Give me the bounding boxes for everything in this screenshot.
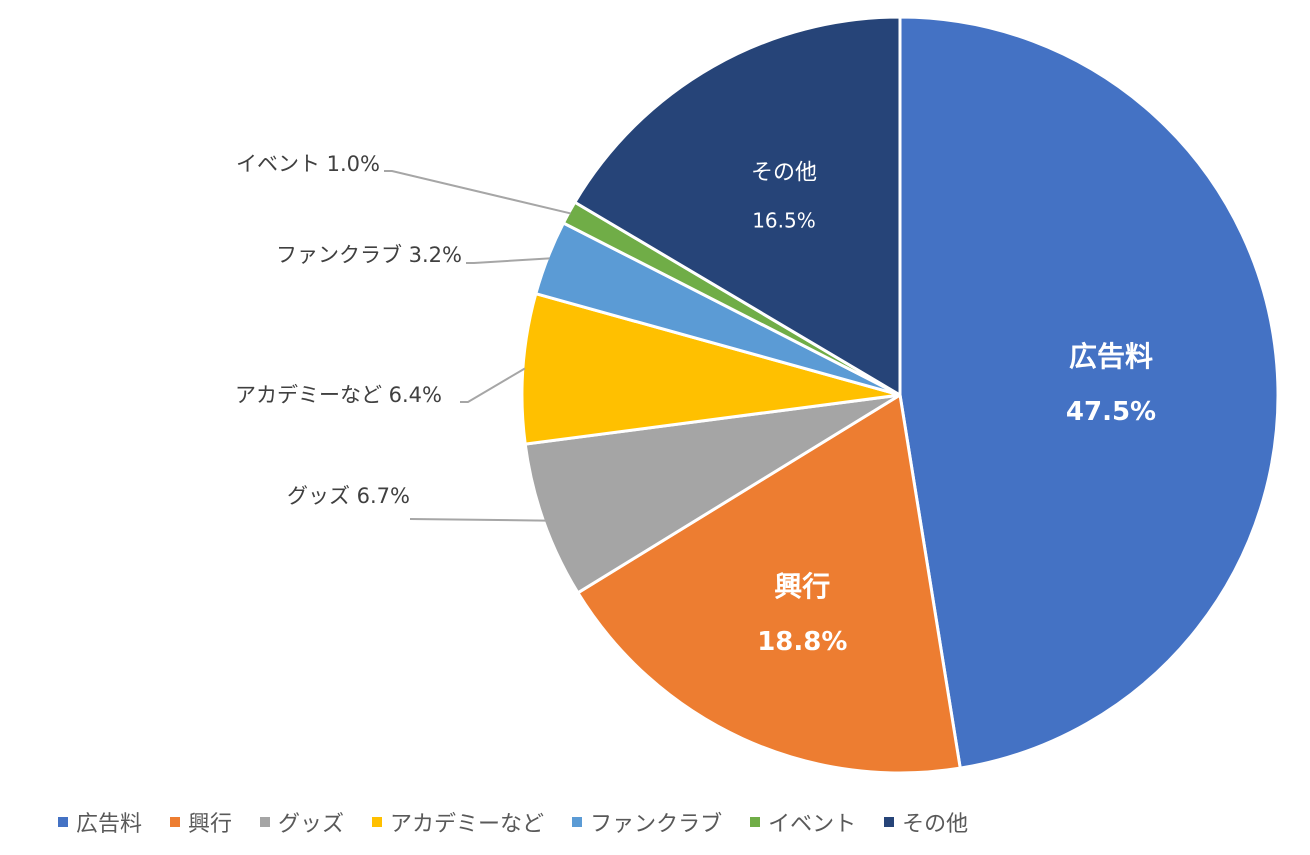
legend-label: その他 <box>902 812 969 837</box>
slice-広告料 <box>898 15 1280 770</box>
legend-item-ファンクラブ: ファンクラブ <box>572 806 722 838</box>
slice-興行 <box>575 392 962 775</box>
legend-label: イベント <box>768 812 857 837</box>
data-label-興行-value: 18.8% <box>757 627 847 657</box>
legend-item-広告料: 広告料 <box>58 806 142 838</box>
legend-swatch <box>750 817 761 827</box>
data-label-その他-name: その他 <box>751 160 817 185</box>
legend-item-イベント: イベント <box>750 806 856 838</box>
legend-item-その他: その他 <box>884 806 968 838</box>
data-label-広告料-value: 47.5% <box>1066 397 1156 427</box>
legend-swatch <box>572 817 583 827</box>
legend-label: ファンクラブ <box>590 812 723 837</box>
leader-line-ファンクラブ <box>466 257 550 264</box>
legend-swatch <box>884 817 895 827</box>
legend-swatch <box>260 817 271 827</box>
leader-line-グッズ <box>409 518 546 522</box>
legend-swatch <box>170 817 181 827</box>
legend-swatch <box>372 817 383 827</box>
legend-item-興行: 興行 <box>170 806 232 838</box>
data-labels: 広告料 47.5% 興行 18.8% グッズ 6.7% アカデミーなど 6.4% ファンクラ… <box>235 152 1156 657</box>
legend-swatch <box>58 817 68 827</box>
data-label-興行-name: 興行 <box>774 570 830 603</box>
legend-item-アカデミーなど: アカデミーなど <box>372 806 544 838</box>
slice-その他 <box>572 15 902 398</box>
legend-label: アカデミーなど <box>390 812 545 837</box>
leader-line-アカデミーなど <box>460 367 526 403</box>
data-label-アカデミーなど: アカデミーなど 6.4% <box>235 383 442 407</box>
legend-label: 興行 <box>188 812 233 837</box>
data-label-ファンクラブ: ファンクラブ 3.2% <box>276 243 462 267</box>
data-label-イベント: イベント 1.0% <box>236 152 380 176</box>
legend-label: 広告料 <box>76 812 143 837</box>
data-label-その他-value: 16.5% <box>752 208 816 232</box>
legend-label: グッズ <box>278 812 345 837</box>
data-label-広告料-name: 広告料 <box>1069 340 1153 373</box>
pie-slices <box>520 15 1280 775</box>
data-label-グッズ: グッズ 6.7% <box>287 484 410 508</box>
legend: 広告料 興行 グッズ アカデミーなど ファンクラブ イベント その他 <box>58 802 968 842</box>
leader-line-イベント <box>384 170 571 215</box>
slice-アカデミーなど <box>520 291 901 446</box>
leader-lines <box>384 170 571 522</box>
legend-item-グッズ: グッズ <box>260 806 344 838</box>
